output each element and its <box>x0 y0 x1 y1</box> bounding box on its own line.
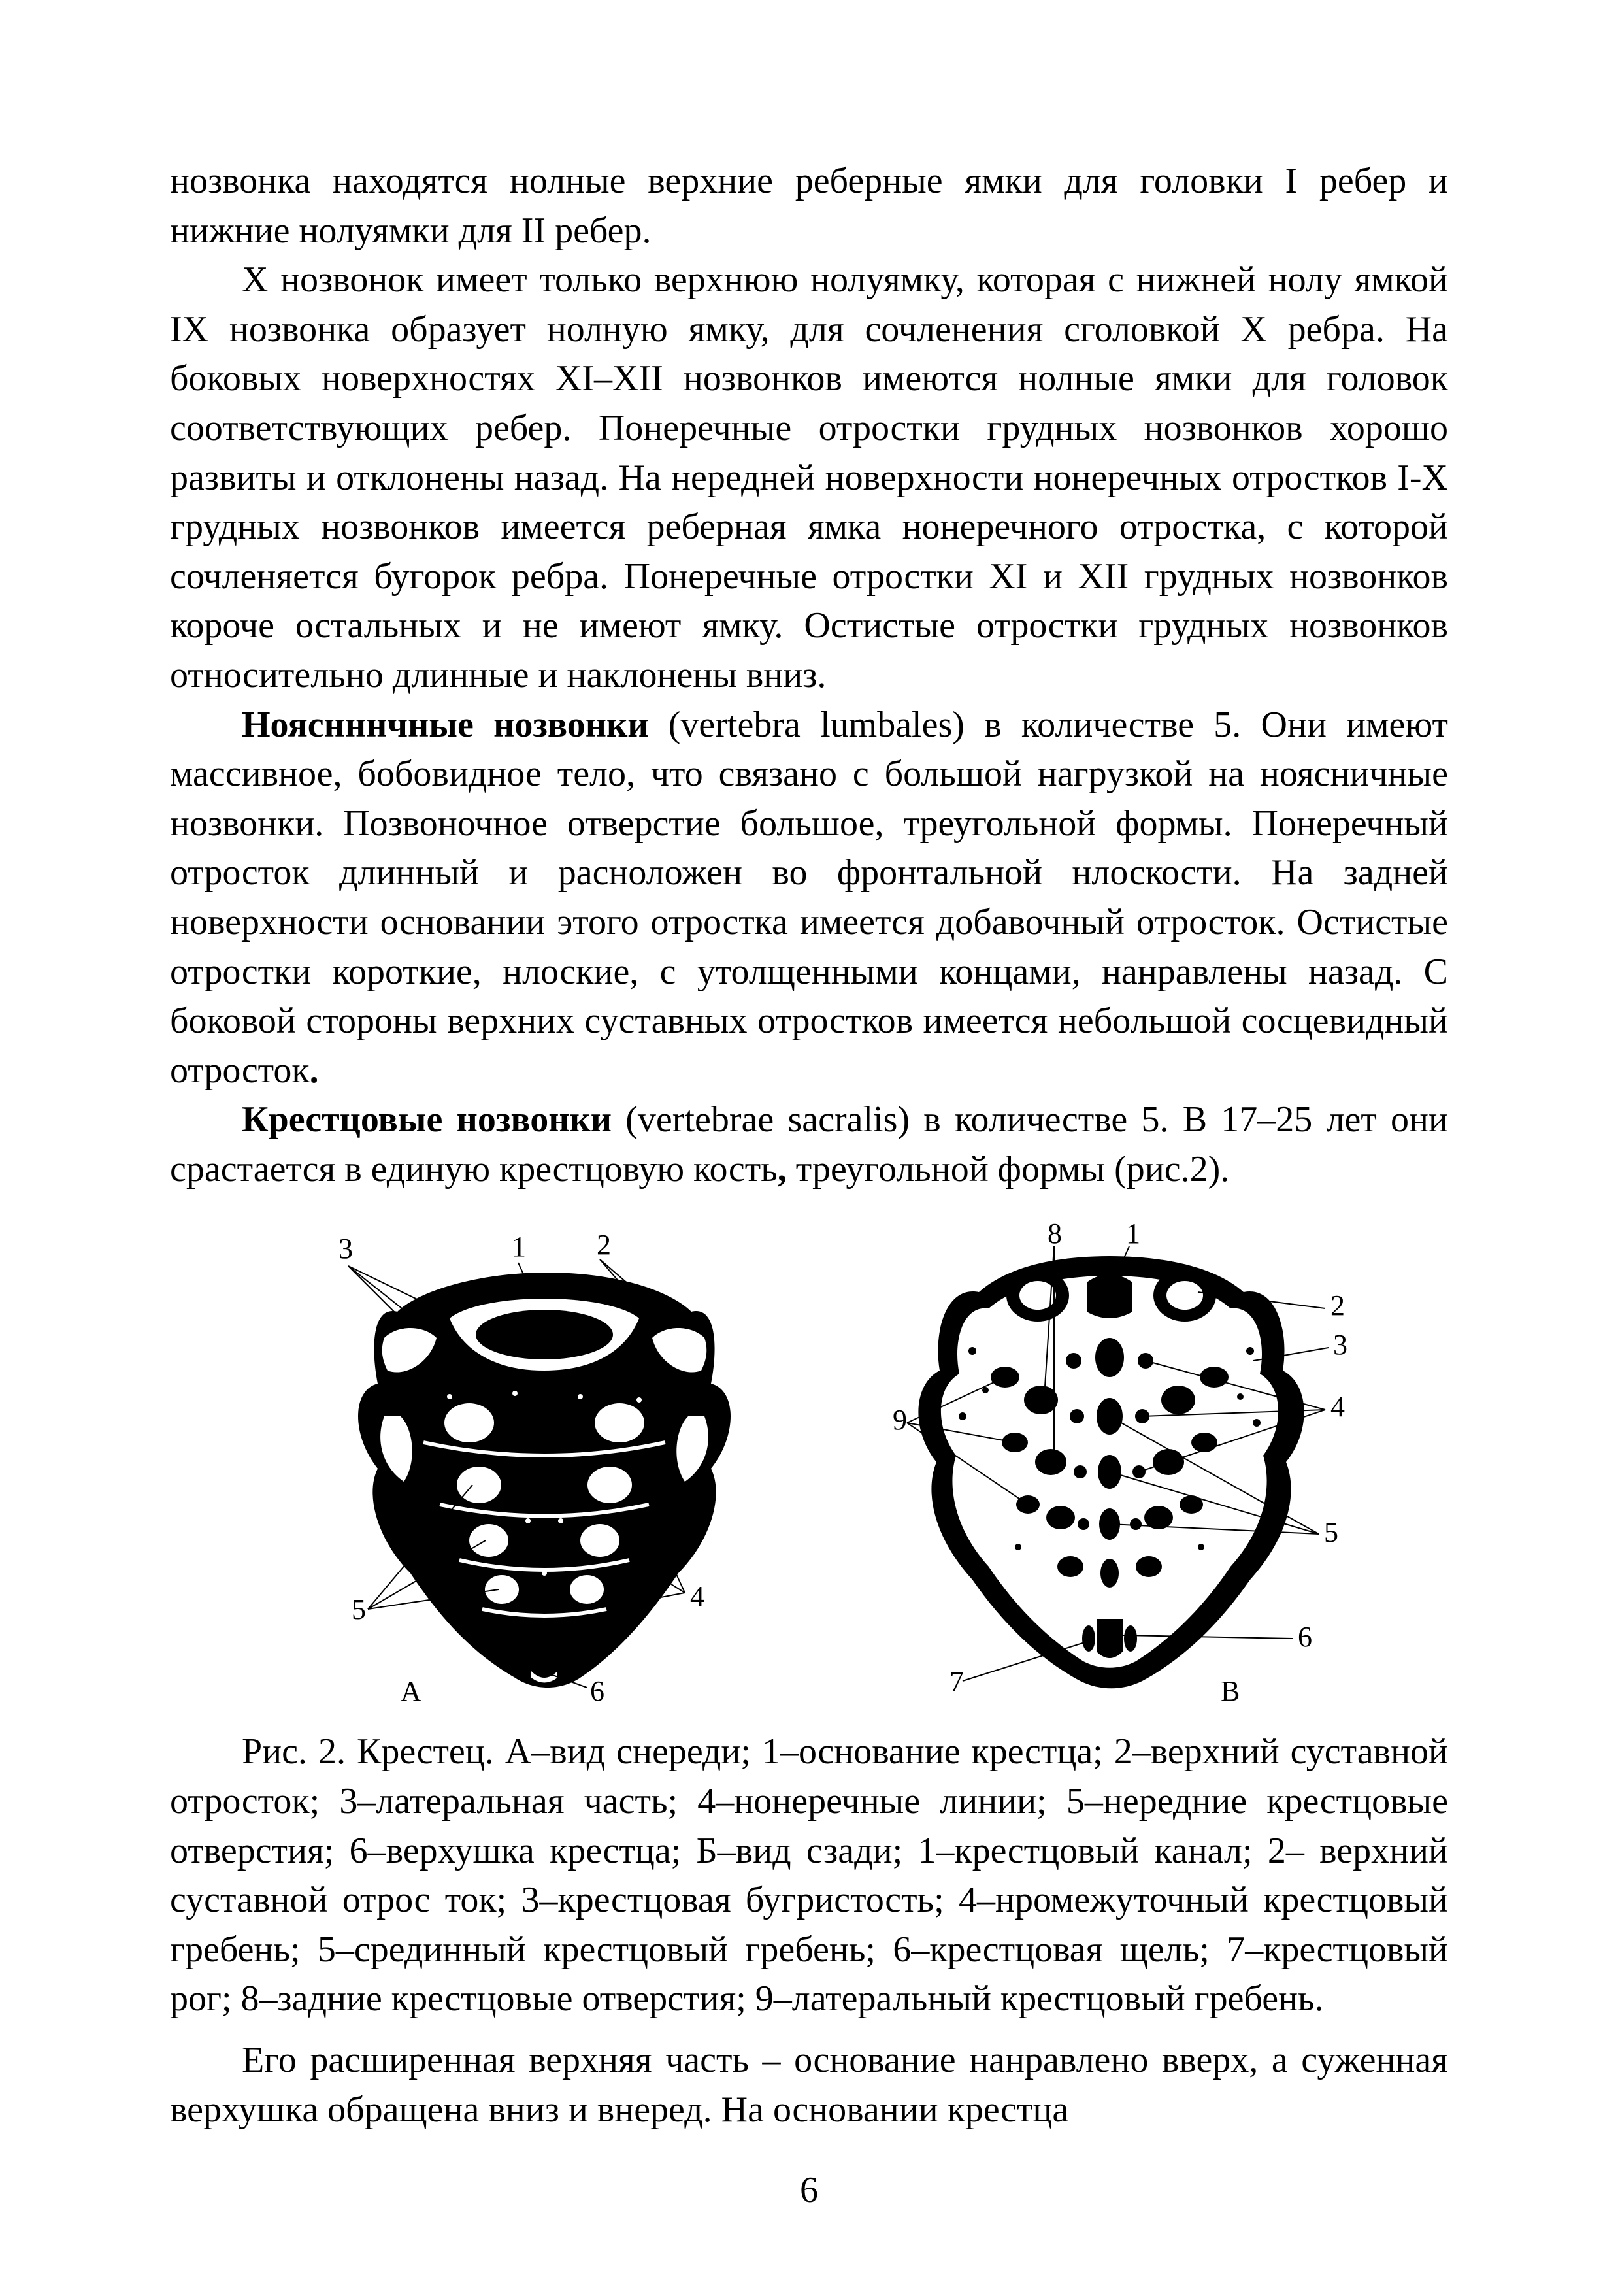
label-b5: 5 <box>1324 1516 1338 1548</box>
para-3-rest: (vertebra lumbales) в количестве 5. Они … <box>170 705 1448 1091</box>
label-a2: 2 <box>597 1229 611 1261</box>
posterior-proc-r-hi <box>1166 1281 1203 1310</box>
label-b1: 1 <box>1126 1220 1140 1250</box>
caption-text: Рис. 2. Крестец. А–вид снереди; 1–основа… <box>170 1727 1448 2024</box>
label-a5: 5 <box>352 1593 366 1625</box>
figure-caption: Рис. 2. Крестец. А–вид снереди; 1–основа… <box>170 1727 1448 2024</box>
anterior-basin-ink <box>476 1310 613 1359</box>
figure-2: 3 1 2 4 5 6 А <box>254 1220 1364 1704</box>
para-4-tail: треугольной формы (рис.2). <box>787 1149 1230 1190</box>
label-a1: 1 <box>512 1231 526 1263</box>
posterior-hiatus <box>1097 1619 1123 1658</box>
para-3: Нояснннчные нозвонки (vertebra lumbales)… <box>170 701 1448 1096</box>
spacer <box>170 2024 1448 2036</box>
label-b6: 6 <box>1298 1621 1312 1653</box>
posterior-canal <box>1087 1274 1132 1319</box>
label-a-letter: А <box>401 1675 421 1704</box>
term-sacral: Крестцовые нозвонки <box>242 1099 612 1140</box>
label-b9: 9 <box>893 1404 907 1436</box>
label-a3: 3 <box>338 1233 353 1265</box>
para-5: Его расширенная верхняя часть – основани… <box>170 2036 1448 2135</box>
figure-svg: 3 1 2 4 5 6 А <box>254 1220 1364 1704</box>
label-a4: 4 <box>690 1580 704 1612</box>
para-1: нозвонка находятся нолные верхние реберн… <box>170 157 1448 256</box>
posterior-cornu-r <box>1124 1625 1137 1652</box>
term-lumbar: Нояснннчные нозвонки <box>242 705 649 745</box>
label-b8: 8 <box>1048 1220 1062 1250</box>
posterior-cornu-l <box>1082 1625 1095 1652</box>
label-b7: 7 <box>949 1665 964 1697</box>
label-b-letter: В <box>1221 1675 1240 1704</box>
para-4: Крестцовые нозвонки (vertebrae sacralis)… <box>170 1095 1448 1194</box>
para-3-dot: . <box>310 1050 319 1091</box>
para-2: Х нозвонок имеет только верхнюю нолуямку… <box>170 256 1448 700</box>
para-4-comma: , <box>778 1149 787 1190</box>
body-text: нозвонка находятся нолные верхние реберн… <box>170 157 1448 1194</box>
body-text-2: Его расширенная верхняя часть – основани… <box>170 2036 1448 2135</box>
sacrum-posterior: 8 1 2 3 4 9 5 6 7 В <box>893 1220 1347 1704</box>
label-b4: 4 <box>1330 1391 1345 1423</box>
label-b2: 2 <box>1330 1289 1345 1322</box>
page-number: 6 <box>0 2169 1618 2211</box>
sacrum-anterior: 3 1 2 4 5 6 А <box>338 1229 731 1704</box>
label-a6: 6 <box>590 1675 604 1704</box>
page: нозвонка находятся нолные верхние реберн… <box>0 0 1618 2296</box>
label-b3: 3 <box>1333 1329 1347 1361</box>
